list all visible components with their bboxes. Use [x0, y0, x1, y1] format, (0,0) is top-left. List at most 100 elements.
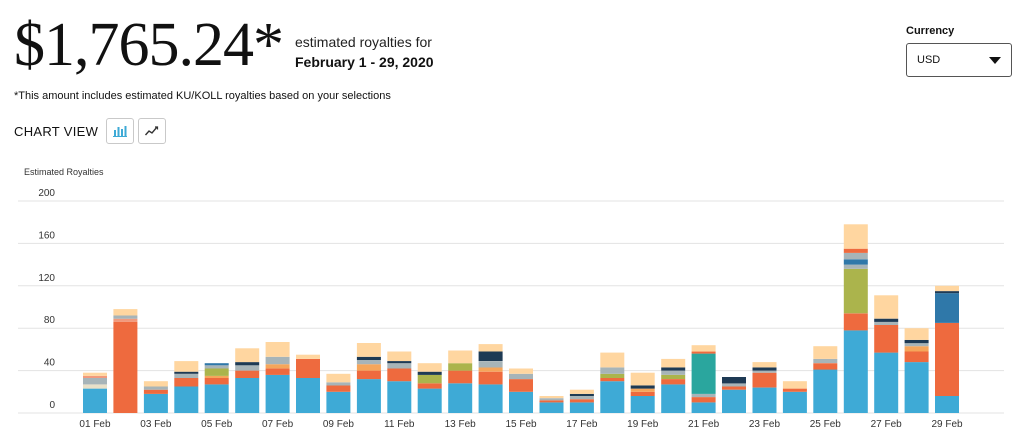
- bar-segment: [387, 381, 412, 413]
- y-tick-label: 40: [44, 358, 56, 369]
- bar-segment: [813, 369, 838, 413]
- bar-segment: [326, 382, 351, 386]
- bar-segment: [448, 350, 473, 364]
- bar-segment: [204, 378, 229, 385]
- bar-segment: [722, 377, 746, 384]
- bar-segment: [387, 368, 412, 382]
- bar-segment: [691, 393, 716, 398]
- bar-segment: [204, 365, 229, 369]
- bar-segment: [509, 391, 533, 413]
- bar-segment: [448, 370, 473, 384]
- bar-segment: [174, 386, 199, 413]
- bar-segment: [904, 328, 929, 340]
- currency-value: USD: [917, 54, 941, 66]
- bar-segment: [752, 362, 777, 368]
- bar-segment: [752, 387, 777, 413]
- bar-segment: [235, 378, 260, 413]
- bar-view-button[interactable]: [106, 118, 135, 144]
- bar-segment: [752, 372, 777, 388]
- chart-view-toggle: CHART VIEW: [14, 118, 170, 144]
- bar-segment: [569, 396, 594, 400]
- chart-view-label: CHART VIEW: [14, 123, 99, 139]
- x-tick-label: 03 Feb: [140, 419, 172, 430]
- bar-segment: [235, 348, 260, 363]
- x-tick-label: 21 Feb: [688, 419, 720, 430]
- bar-segment: [722, 389, 746, 413]
- amount-caption: estimated royalties for February 1 - 29,…: [295, 34, 434, 70]
- bar-segment: [691, 345, 716, 352]
- bar-segment: [843, 330, 868, 413]
- bar-segment: [843, 224, 868, 249]
- x-tick-label: 13 Feb: [445, 419, 477, 430]
- x-tick-label: 05 Feb: [201, 419, 233, 430]
- bar-segment: [843, 268, 868, 314]
- bar-segment: [752, 370, 777, 373]
- bar-segment: [417, 363, 442, 372]
- line-view-button[interactable]: [138, 118, 167, 144]
- bar-chart-icon: [113, 126, 128, 137]
- royalty-amount: $1,765.24*: [14, 11, 284, 79]
- bar-segment: [569, 389, 594, 394]
- bar-segment: [843, 259, 868, 265]
- y-tick-label: 160: [38, 230, 55, 241]
- x-tick-label: 19 Feb: [627, 419, 659, 430]
- bar-segment: [387, 351, 412, 361]
- bar-segment: [630, 385, 655, 389]
- bar-segment: [83, 375, 107, 378]
- bar-segment: [935, 322, 959, 396]
- bar-segment: [417, 383, 442, 389]
- bar-segment: [630, 391, 655, 396]
- bar-segment: [843, 264, 868, 269]
- bar-segment: [387, 363, 412, 369]
- bar-segment: [387, 361, 412, 364]
- bar-segment: [174, 378, 199, 387]
- bar-segment: [874, 318, 899, 322]
- bar-segment: [539, 396, 564, 399]
- bar-segment: [478, 371, 503, 385]
- bar-segment: [509, 368, 533, 374]
- bar-segment: [539, 402, 564, 413]
- bar-segment: [204, 363, 229, 366]
- bar-segment: [326, 391, 351, 413]
- bar-segment: [630, 372, 655, 386]
- chevron-down-icon: [989, 56, 1001, 64]
- bar-segment: [904, 351, 929, 363]
- x-tick-label: 01 Feb: [79, 419, 111, 430]
- bar-segment: [83, 372, 107, 376]
- currency-dropdown[interactable]: USD: [906, 43, 1012, 77]
- bar-segment: [265, 374, 290, 413]
- bar-segment: [691, 353, 716, 394]
- bar-segment: [661, 374, 686, 379]
- bar-segment: [843, 252, 868, 260]
- bar-segment: [143, 381, 168, 387]
- x-tick-label: 27 Feb: [871, 419, 903, 430]
- bar-segment: [874, 295, 899, 319]
- bar-segment: [904, 346, 929, 352]
- bar-segment: [296, 354, 320, 359]
- bar-segment: [630, 396, 655, 413]
- bar-segment: [174, 371, 199, 374]
- bar-segment: [904, 362, 929, 413]
- bar-segment: [265, 356, 290, 365]
- bar-segment: [782, 388, 807, 392]
- bar-segment: [661, 379, 686, 385]
- bar-segment: [539, 398, 564, 401]
- bar-segment: [235, 365, 260, 371]
- bar-segment: [569, 399, 594, 403]
- bar-segment: [661, 358, 686, 368]
- line-chart-icon: [145, 126, 159, 136]
- bar-segment: [904, 339, 929, 344]
- bar-segment: [113, 309, 138, 316]
- bar-segment: [935, 285, 959, 292]
- bar-segment: [356, 360, 381, 365]
- bar-segment: [691, 397, 716, 403]
- bar-segment: [935, 293, 959, 323]
- bar-segment: [843, 248, 868, 253]
- bar-segment: [600, 373, 625, 378]
- bar-segment: [356, 343, 381, 357]
- bar-segment: [539, 400, 564, 403]
- bar-segment: [326, 385, 351, 392]
- royalty-summary: $1,765.24* estimated royalties for Febru…: [14, 14, 434, 76]
- x-tick-label: 09 Feb: [323, 419, 355, 430]
- bar-segment: [874, 325, 899, 353]
